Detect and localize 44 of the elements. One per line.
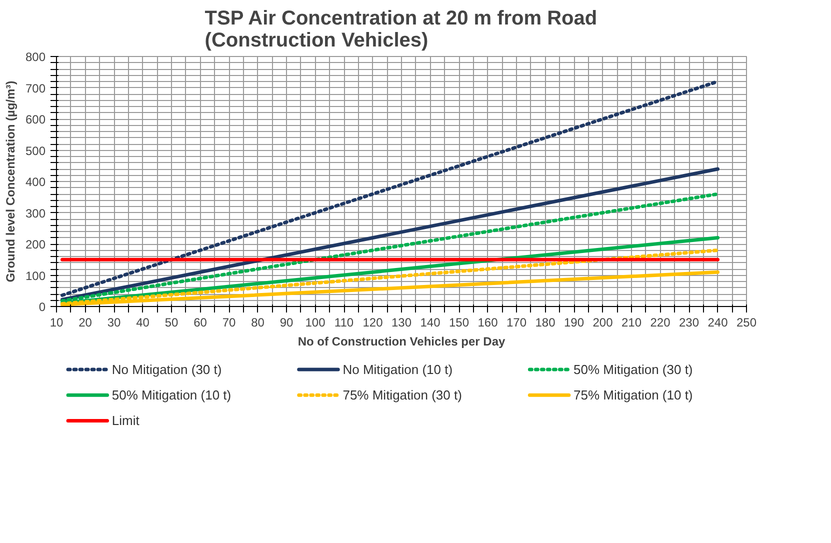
legend-label: 50% Mitigation (10 t) [112,388,232,403]
legend-label: No Mitigation (30 t) [112,362,222,377]
y-tick-label: 300 [25,206,46,220]
legend-label: 75% Mitigation (10 t) [574,388,693,403]
x-tick-label: 240 [708,316,728,330]
x-tick-label: 90 [280,316,294,330]
x-tick-label: 20 [78,316,92,330]
y-tick-label: 600 [25,112,46,126]
x-tick-label: 50 [164,316,178,330]
x-tick-label: 170 [506,316,527,330]
chart-title: TSP Air Concentration at 20 m from Road (Construction Vehicles) [204,8,598,52]
legend-label: 50% Mitigation (30 t) [574,362,693,377]
x-tick-label: 250 [736,316,757,330]
x-tick-label: 150 [448,316,470,330]
x-tick-label: 210 [621,316,642,330]
x-tick-label: 30 [107,316,121,330]
y-tick-label: 800 [25,50,46,64]
x-tick-label: 140 [420,316,441,330]
y-tick-label: 500 [25,144,46,158]
y-axis-title: Ground level Concentration (µg/m³) [3,80,18,282]
x-tick-label: 40 [136,316,150,330]
y-tick-label: 200 [25,238,46,252]
y-tick-label: 700 [25,81,46,96]
y-tick-label: 0 [38,300,46,314]
x-tick-label: 70 [222,316,236,330]
x-tick-label: 60 [194,316,208,330]
x-tick-label: 130 [391,316,412,330]
y-tick-label: 400 [25,175,46,189]
x-axis-title: No of Construction Vehicles per Day [298,334,506,348]
y-tick-label: 100 [25,268,46,283]
x-tick-label: 230 [678,316,700,330]
x-tick-label: 180 [535,316,556,330]
legend-label: 75% Mitigation (30 t) [342,388,462,403]
x-tick-label: 80 [251,316,265,330]
legend-label: No Mitigation (10 t) [342,362,453,377]
x-tick-label: 220 [650,316,671,330]
x-tick-label: 100 [305,316,326,330]
x-tick-label: 160 [478,316,498,330]
x-tick-label: 190 [564,316,584,330]
x-tick-label: 200 [592,316,614,330]
x-tick-label: 120 [362,316,384,330]
legend-label: Limit [112,413,140,428]
x-tick-label: 10 [50,316,64,330]
x-tick-label: 110 [334,316,354,330]
